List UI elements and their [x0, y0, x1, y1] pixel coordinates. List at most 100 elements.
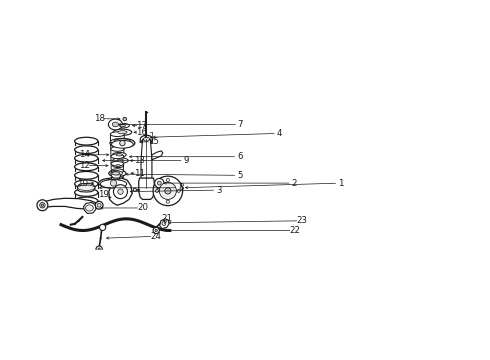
- Text: 1: 1: [338, 179, 343, 188]
- Polygon shape: [123, 117, 126, 121]
- Circle shape: [41, 204, 44, 206]
- Circle shape: [97, 203, 101, 207]
- Text: 17: 17: [136, 121, 147, 130]
- Circle shape: [99, 224, 106, 230]
- Ellipse shape: [112, 140, 133, 148]
- Ellipse shape: [108, 119, 122, 130]
- Text: 3: 3: [216, 186, 221, 195]
- Text: 6: 6: [237, 152, 243, 161]
- Circle shape: [166, 200, 170, 203]
- Ellipse shape: [86, 205, 93, 211]
- Ellipse shape: [110, 132, 124, 136]
- Circle shape: [166, 179, 170, 181]
- Circle shape: [95, 201, 103, 209]
- Text: 22: 22: [290, 226, 300, 235]
- Ellipse shape: [74, 146, 98, 154]
- Text: 10: 10: [77, 179, 88, 188]
- Text: 14: 14: [79, 150, 90, 159]
- Ellipse shape: [74, 189, 98, 196]
- Text: 23: 23: [296, 216, 307, 225]
- Text: 5: 5: [237, 171, 243, 180]
- Text: 9: 9: [183, 156, 189, 165]
- Ellipse shape: [100, 180, 127, 188]
- Ellipse shape: [113, 129, 132, 135]
- Ellipse shape: [111, 169, 123, 174]
- Ellipse shape: [116, 123, 129, 128]
- Polygon shape: [160, 219, 169, 229]
- Ellipse shape: [116, 165, 121, 167]
- Ellipse shape: [113, 158, 128, 163]
- Ellipse shape: [112, 122, 119, 127]
- Circle shape: [165, 188, 171, 194]
- Text: 18: 18: [94, 114, 104, 123]
- Ellipse shape: [117, 159, 124, 162]
- Circle shape: [153, 176, 183, 206]
- Ellipse shape: [111, 154, 124, 159]
- Text: 24: 24: [150, 232, 161, 241]
- Text: 15: 15: [148, 138, 159, 147]
- Text: 2: 2: [292, 179, 297, 188]
- Text: 16: 16: [136, 128, 147, 137]
- Circle shape: [177, 189, 180, 193]
- Ellipse shape: [112, 152, 126, 157]
- Ellipse shape: [74, 163, 98, 171]
- Circle shape: [133, 188, 136, 191]
- Text: 4: 4: [276, 129, 282, 138]
- Circle shape: [123, 117, 126, 121]
- Polygon shape: [111, 171, 121, 178]
- Ellipse shape: [116, 154, 122, 156]
- Polygon shape: [141, 139, 152, 190]
- Text: 11: 11: [134, 168, 145, 177]
- Ellipse shape: [74, 197, 98, 205]
- Circle shape: [120, 140, 125, 146]
- Circle shape: [157, 181, 161, 185]
- Ellipse shape: [112, 172, 120, 175]
- Circle shape: [96, 246, 102, 252]
- Ellipse shape: [111, 147, 124, 151]
- Circle shape: [155, 229, 157, 231]
- Ellipse shape: [113, 164, 123, 167]
- Polygon shape: [42, 198, 99, 209]
- Circle shape: [118, 189, 123, 194]
- Circle shape: [153, 228, 159, 234]
- Ellipse shape: [112, 171, 123, 175]
- Text: 21: 21: [161, 214, 172, 223]
- Circle shape: [114, 185, 127, 199]
- Ellipse shape: [118, 131, 127, 134]
- Ellipse shape: [110, 139, 135, 148]
- Circle shape: [155, 189, 159, 193]
- Polygon shape: [139, 178, 154, 199]
- Polygon shape: [77, 184, 95, 192]
- Text: 13: 13: [134, 156, 145, 165]
- Polygon shape: [84, 203, 96, 213]
- Ellipse shape: [98, 178, 128, 188]
- Ellipse shape: [74, 171, 98, 179]
- Circle shape: [40, 203, 45, 208]
- Ellipse shape: [111, 139, 124, 144]
- Ellipse shape: [78, 185, 95, 190]
- Ellipse shape: [74, 180, 98, 188]
- Circle shape: [155, 179, 164, 188]
- Text: 19: 19: [98, 190, 108, 199]
- Text: 7: 7: [238, 120, 243, 129]
- Ellipse shape: [144, 137, 149, 141]
- Ellipse shape: [74, 137, 98, 145]
- Circle shape: [159, 182, 176, 199]
- Text: 20: 20: [137, 203, 148, 212]
- Ellipse shape: [111, 161, 123, 166]
- Polygon shape: [109, 178, 132, 205]
- Circle shape: [37, 200, 48, 211]
- Circle shape: [162, 221, 166, 225]
- Polygon shape: [108, 170, 126, 176]
- Polygon shape: [152, 151, 163, 160]
- Circle shape: [110, 180, 117, 186]
- Ellipse shape: [119, 125, 125, 127]
- Text: 12: 12: [79, 161, 90, 170]
- Text: 8: 8: [178, 183, 183, 192]
- Ellipse shape: [140, 135, 153, 143]
- Ellipse shape: [112, 176, 123, 181]
- Circle shape: [98, 248, 100, 250]
- Ellipse shape: [74, 154, 98, 162]
- Circle shape: [157, 188, 160, 191]
- Ellipse shape: [114, 139, 131, 145]
